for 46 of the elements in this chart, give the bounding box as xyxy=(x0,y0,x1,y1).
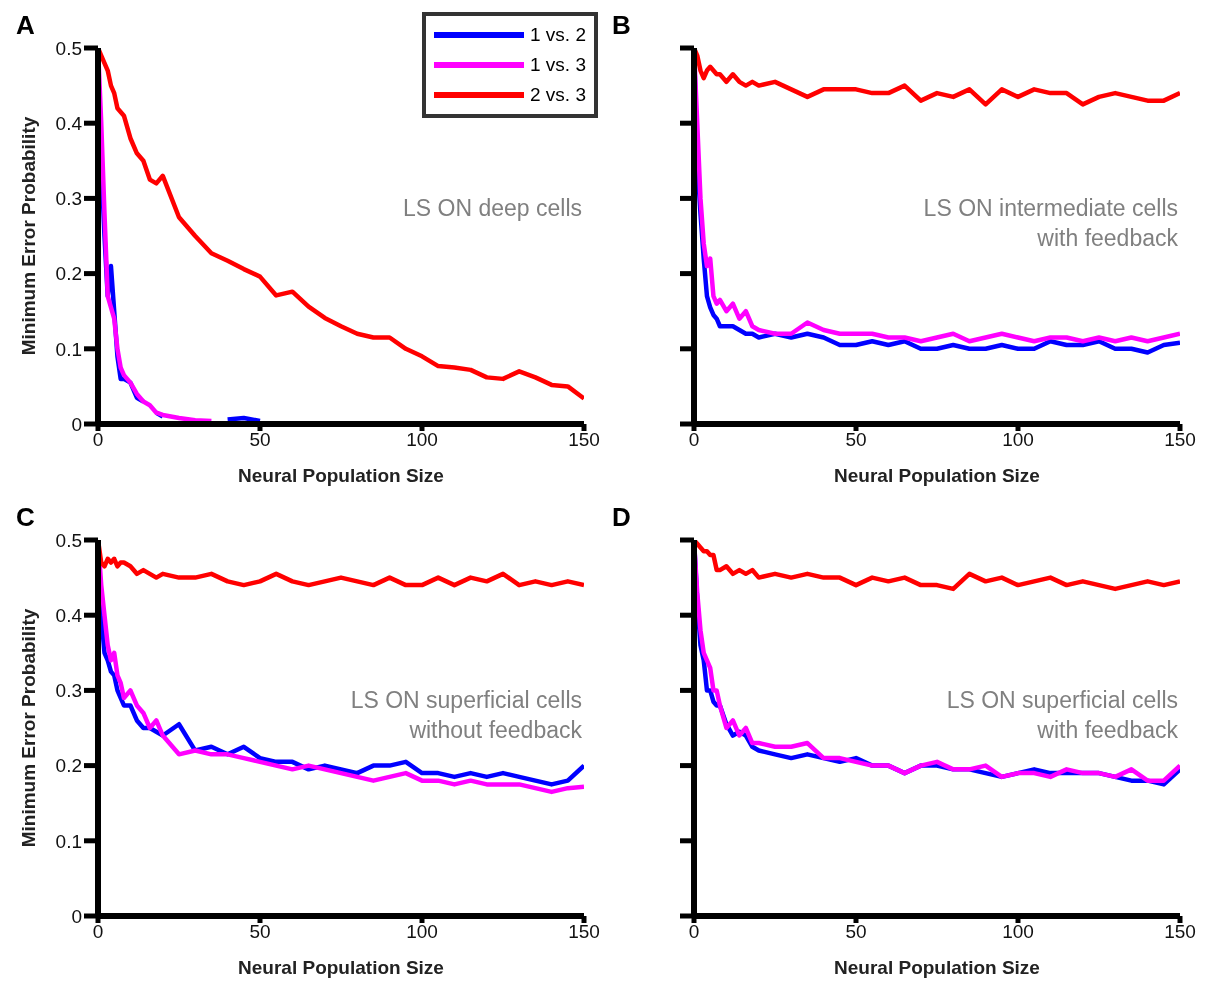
x-tick-label: 50 xyxy=(845,921,867,943)
y-tick-label: 0.3 xyxy=(55,680,82,702)
x-tick-label: 100 xyxy=(406,429,438,451)
x-tick-label: 0 xyxy=(688,429,700,451)
x-tick-label: 0 xyxy=(92,429,104,451)
y-tick-label: 0.5 xyxy=(55,529,82,551)
annotation: LS ON deep cells xyxy=(403,194,582,223)
legend-label: 2 vs. 3 xyxy=(530,83,586,107)
chart-title: A xyxy=(16,10,35,41)
x-tick-label: 150 xyxy=(1164,429,1196,451)
y-axis-title: Minimum Error Probability xyxy=(17,608,39,848)
annotation: LS ON intermediate cells with feedback xyxy=(923,194,1178,253)
x-tick-label: 50 xyxy=(249,429,271,451)
line-series xyxy=(98,48,584,401)
annotation: LS ON superficial cells with feedback xyxy=(946,686,1178,745)
annotation: LS ON superficial cells without feedback xyxy=(350,686,582,745)
x-axis-title: Neural Population Size xyxy=(834,465,1040,486)
chart-title: C xyxy=(16,502,35,533)
chart-title: B xyxy=(612,10,631,41)
x-tick-label: 150 xyxy=(568,921,600,943)
y-tick-label: 0.4 xyxy=(55,112,83,134)
x-tick-label: 0 xyxy=(92,921,104,943)
legend-label: 1 vs. 3 xyxy=(530,53,586,77)
y-tick-label: 0.1 xyxy=(55,830,82,852)
y-tick-label: 0.5 xyxy=(55,37,82,59)
legend-label: 1 vs. 2 xyxy=(530,23,586,47)
y-tick-label: 0.4 xyxy=(55,604,83,626)
y-tick-label: 0.2 xyxy=(55,755,82,777)
y-axis-title: Minimum Error Probability xyxy=(17,116,39,356)
x-tick-label: 100 xyxy=(1002,921,1034,943)
y-tick-label: 0 xyxy=(71,905,82,927)
chart-title: D xyxy=(612,502,631,533)
x-tick-label: 100 xyxy=(1002,429,1034,451)
x-tick-label: 150 xyxy=(568,429,600,451)
y-tick-label: 0.2 xyxy=(55,263,82,285)
x-axis-title: Neural Population Size xyxy=(238,465,444,486)
x-tick-label: 100 xyxy=(406,921,438,943)
x-tick-label: 150 xyxy=(1164,921,1196,943)
x-axis-title: Neural Population Size xyxy=(238,957,444,978)
x-tick-label: 50 xyxy=(845,429,867,451)
x-tick-label: 50 xyxy=(249,921,271,943)
y-tick-label: 0.3 xyxy=(55,188,82,210)
x-tick-label: 0 xyxy=(688,921,700,943)
y-tick-label: 0.1 xyxy=(55,338,82,360)
x-axis-title: Neural Population Size xyxy=(834,957,1040,978)
y-tick-label: 0 xyxy=(71,413,82,435)
